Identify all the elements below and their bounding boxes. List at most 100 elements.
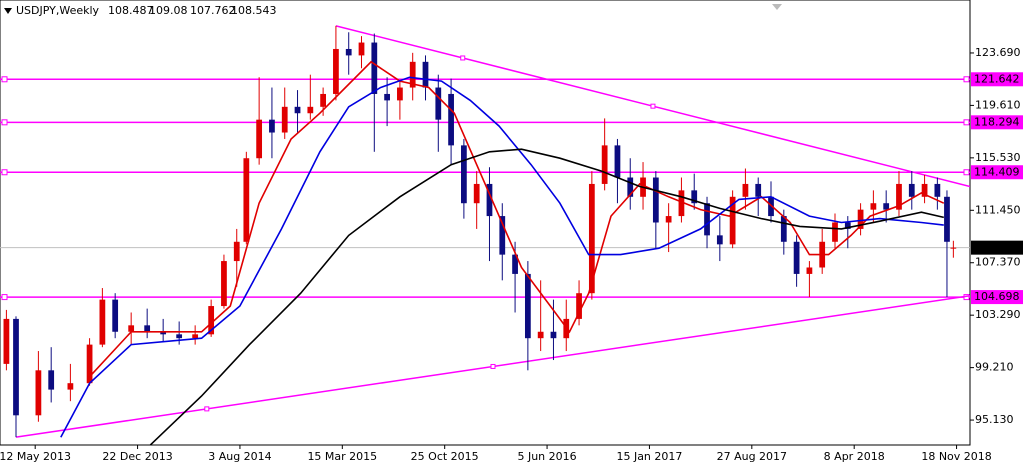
x-tick-label: 5 Jun 2016 <box>517 450 576 463</box>
header-value: 108.543 <box>231 4 277 17</box>
header-value: 109.08 <box>149 4 188 17</box>
candle-body <box>233 241 240 262</box>
candle-body <box>221 261 227 307</box>
candle-body <box>614 145 621 178</box>
header-value: 108.487 <box>108 4 154 17</box>
candle-body <box>857 209 864 229</box>
candle-body <box>793 241 800 274</box>
candle-body <box>435 87 442 120</box>
level-handle <box>1 76 8 83</box>
candle-body <box>742 183 749 197</box>
candle-body <box>99 299 106 345</box>
symbol-label: USDJPY,Weekly <box>16 4 100 17</box>
candle-body <box>537 331 544 339</box>
level-handle <box>963 76 970 83</box>
candle-body <box>112 299 119 332</box>
scroll-marker[interactable] <box>772 4 782 10</box>
candle-body <box>576 293 582 319</box>
y-tick-label: 107.370 <box>975 256 1021 269</box>
trendline-handle <box>650 103 656 109</box>
level-handle <box>1 169 8 176</box>
candle-body <box>13 318 19 416</box>
x-tick-label: 25 Oct 2015 <box>411 450 479 463</box>
candle-body <box>678 190 685 217</box>
candle-body <box>461 145 467 204</box>
candle-body <box>384 93 390 101</box>
header-value: 107.762 <box>190 4 236 17</box>
x-tick-label: 18 Nov 2018 <box>921 450 991 463</box>
candle-body <box>128 325 135 332</box>
candle-body <box>473 183 480 204</box>
candle-body <box>950 247 957 249</box>
level-label-box <box>971 115 1023 130</box>
level-label-box <box>971 165 1023 180</box>
x-tick-label: 12 May 2013 <box>0 450 71 463</box>
symbol-menu-icon[interactable] <box>4 8 12 14</box>
candle-body <box>716 235 723 245</box>
y-tick-label: 103.290 <box>975 308 1021 321</box>
y-tick-label: 115.530 <box>975 151 1021 164</box>
x-tick-label: 15 Mar 2015 <box>307 450 377 463</box>
candle-body <box>345 48 352 56</box>
y-tick-label: 99.210 <box>975 361 1014 374</box>
candle-body <box>409 61 416 88</box>
candle-body <box>320 93 326 107</box>
candle-body <box>729 196 736 245</box>
level-handle <box>963 119 970 126</box>
candle-body <box>243 158 250 242</box>
candle-body <box>524 273 531 339</box>
y-tick-label: 123.690 <box>975 46 1021 59</box>
trendline-handle <box>204 406 210 412</box>
current-price-box <box>971 240 1023 255</box>
candle-body <box>921 183 928 197</box>
candle-body <box>3 318 10 364</box>
current-price-label: 108.543 <box>974 241 1020 254</box>
candle-body <box>160 331 167 335</box>
candle-body <box>333 48 339 94</box>
x-tick-label: 8 Apr 2018 <box>824 450 885 463</box>
candle-body <box>499 216 506 255</box>
candle-body <box>908 183 915 197</box>
level-handle <box>1 119 8 126</box>
candle-body <box>870 203 877 210</box>
candle-body <box>934 183 941 197</box>
x-tick-label: 3 Aug 2014 <box>208 450 271 463</box>
candle-body <box>806 267 813 274</box>
candle-body <box>944 196 950 242</box>
candle-body <box>883 203 890 210</box>
candle-body <box>652 177 659 223</box>
candle-body <box>281 106 288 133</box>
candle-body <box>486 183 493 217</box>
candle-body <box>86 344 93 384</box>
candle-body <box>208 306 215 335</box>
candle-body <box>176 334 183 339</box>
candle-body <box>371 42 378 94</box>
x-tick-label: 22 Dec 2013 <box>102 450 172 463</box>
moving-average <box>60 76 944 438</box>
plot-layer <box>0 25 970 445</box>
x-tick-label: 27 Aug 2017 <box>717 450 787 463</box>
candle-body <box>844 222 851 229</box>
candle-body <box>755 183 762 197</box>
trendline-handle <box>460 55 466 61</box>
level-label: 121.642 <box>974 72 1020 85</box>
candle-body <box>67 383 74 390</box>
moving-average <box>149 148 944 445</box>
candle-body <box>269 119 275 133</box>
candle-body <box>422 61 429 88</box>
candle-body <box>896 183 902 210</box>
level-label-box <box>971 72 1023 87</box>
candle-body <box>780 216 787 242</box>
plot-frame <box>0 0 971 446</box>
x-tick-label: 15 Jan 2017 <box>616 450 682 463</box>
y-tick-label: 119.610 <box>975 98 1021 111</box>
candle-body <box>691 190 698 204</box>
y-tick-label: 95.130 <box>975 413 1014 426</box>
moving-average <box>89 60 945 378</box>
candle-body <box>358 42 365 56</box>
candle-body <box>704 203 710 236</box>
level-handle <box>963 169 970 176</box>
trendline-handle <box>490 363 496 369</box>
